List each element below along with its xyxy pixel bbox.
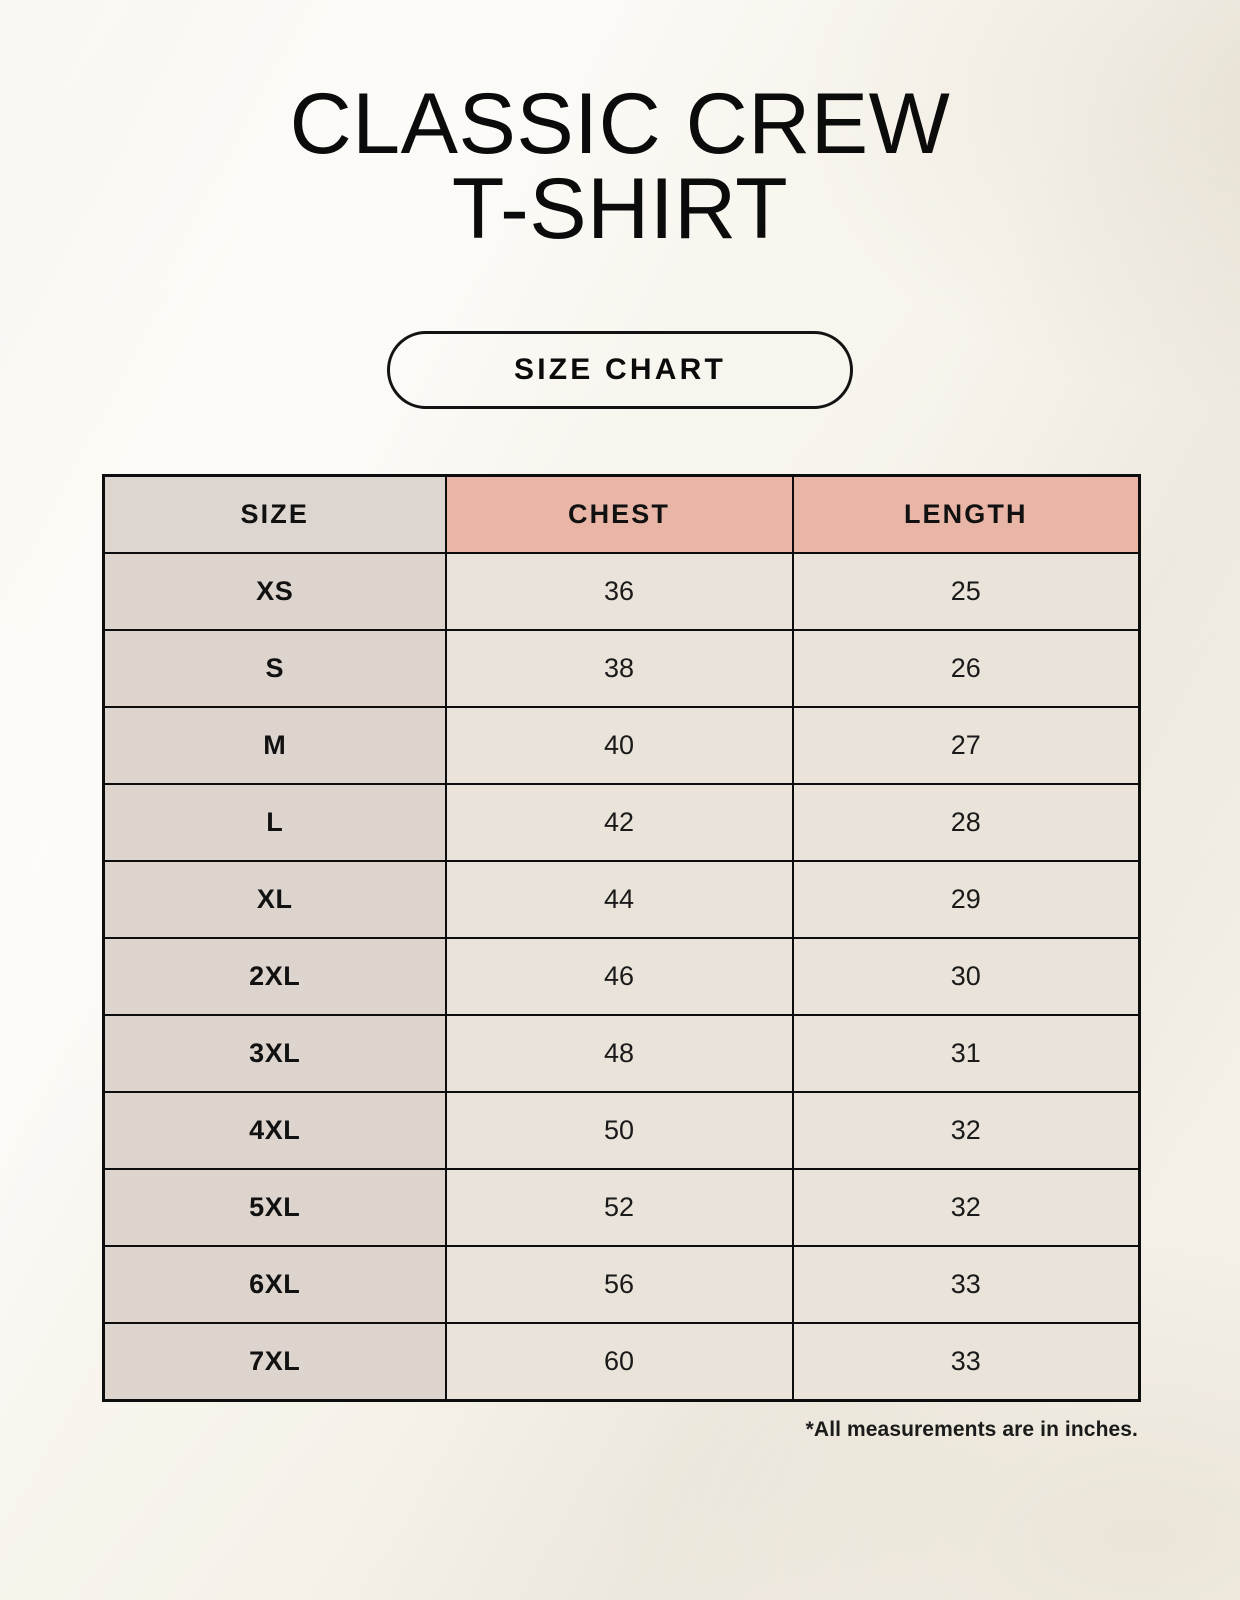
size-table-head: SIZE CHEST LENGTH <box>102 474 1141 555</box>
table-row: 5XL 52 32 <box>102 1168 1141 1248</box>
badge-wrapper: SIZE CHART <box>0 331 1240 410</box>
table-row: XS 36 25 <box>102 552 1141 632</box>
title-line-2: T-SHIRT <box>451 161 789 258</box>
table-row: M 40 27 <box>102 706 1141 786</box>
table-row: 3XL 48 31 <box>102 1014 1141 1094</box>
cell-chest: 46 <box>444 937 794 1017</box>
cell-size: S <box>102 629 447 709</box>
cell-chest: 50 <box>444 1091 794 1171</box>
cell-chest: 60 <box>444 1322 794 1402</box>
page-title: CLASSIC CREW T-SHIRT <box>0 81 1240 258</box>
cell-chest: 40 <box>444 706 794 786</box>
column-header-length: LENGTH <box>791 474 1141 555</box>
cell-length: 30 <box>791 937 1141 1017</box>
cell-length: 33 <box>791 1322 1141 1402</box>
cell-size: 7XL <box>102 1322 447 1402</box>
cell-chest: 56 <box>444 1245 794 1325</box>
cell-length: 28 <box>791 783 1141 863</box>
table-row: 4XL 50 32 <box>102 1091 1141 1171</box>
table-row: S 38 26 <box>102 629 1141 709</box>
title-block: CLASSIC CREW T-SHIRT <box>0 0 1240 252</box>
cell-chest: 44 <box>444 860 794 940</box>
cell-length: 27 <box>791 706 1141 786</box>
cell-length: 29 <box>791 860 1141 940</box>
table-row: 6XL 56 33 <box>102 1245 1141 1325</box>
cell-length: 32 <box>791 1091 1141 1171</box>
table-row: 7XL 60 33 <box>102 1322 1141 1402</box>
cell-size: 4XL <box>102 1091 447 1171</box>
cell-chest: 38 <box>444 629 794 709</box>
size-chart-badge-label: SIZE CHART <box>514 353 726 387</box>
cell-chest: 52 <box>444 1168 794 1248</box>
table-row: 2XL 46 30 <box>102 937 1141 1017</box>
table-header-row: SIZE CHEST LENGTH <box>102 474 1141 555</box>
cell-length: 31 <box>791 1014 1141 1094</box>
cell-size: 6XL <box>102 1245 447 1325</box>
cell-length: 25 <box>791 552 1141 632</box>
cell-size: 2XL <box>102 937 447 1017</box>
table-row: XL 44 29 <box>102 860 1141 940</box>
cell-size: 5XL <box>102 1168 447 1248</box>
table-row: L 42 28 <box>102 783 1141 863</box>
cell-size: 3XL <box>102 1014 447 1094</box>
column-header-size: SIZE <box>102 474 447 555</box>
cell-size: M <box>102 706 447 786</box>
size-table: SIZE CHEST LENGTH XS 36 25 S 38 26 M <box>102 474 1141 1402</box>
cell-chest: 48 <box>444 1014 794 1094</box>
cell-length: 26 <box>791 629 1141 709</box>
cell-size: L <box>102 783 447 863</box>
cell-size: XS <box>102 552 447 632</box>
cell-length: 33 <box>791 1245 1141 1325</box>
cell-size: XL <box>102 860 447 940</box>
size-table-wrapper: SIZE CHEST LENGTH XS 36 25 S 38 26 M <box>102 474 1141 1402</box>
column-header-chest: CHEST <box>444 474 794 555</box>
cell-chest: 36 <box>444 552 794 632</box>
size-table-body: XS 36 25 S 38 26 M 40 27 L 42 28 <box>102 552 1141 1402</box>
size-chart-badge: SIZE CHART <box>387 331 853 410</box>
title-line-1: CLASSIC CREW <box>289 76 951 172</box>
measurements-footnote: *All measurements are in inches. <box>805 1417 1138 1441</box>
cell-length: 32 <box>791 1168 1141 1248</box>
cell-chest: 42 <box>444 783 794 863</box>
